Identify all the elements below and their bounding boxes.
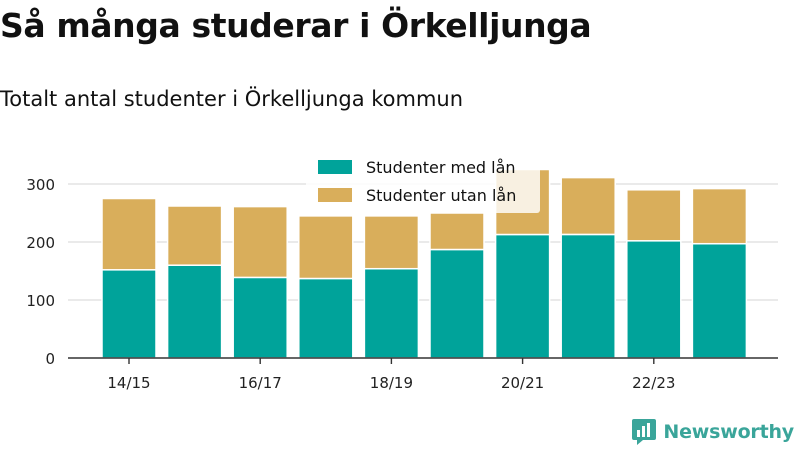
- x-tick-label: 16/17: [239, 374, 282, 392]
- bar-utan-lan: [101, 197, 157, 271]
- y-tick-label: 200: [26, 234, 55, 252]
- x-tick-label: 22/23: [632, 374, 675, 392]
- bar-med-lan: [166, 264, 223, 359]
- bar-utan-lan: [363, 215, 420, 270]
- x-tick-label: 18/19: [370, 374, 413, 392]
- legend-label: Studenter utan lån: [366, 186, 516, 205]
- y-tick-label: 0: [45, 350, 55, 368]
- brand-name: Newsworthy: [663, 421, 794, 443]
- x-tick-label: 20/21: [501, 374, 544, 392]
- y-tick-label: 300: [26, 176, 55, 194]
- legend-label: Studenter med lån: [366, 158, 516, 177]
- bar-med-lan: [494, 233, 551, 359]
- bar-utan-lan: [166, 205, 223, 266]
- bar-med-lan: [101, 269, 157, 359]
- bar-utan-lan: [298, 215, 354, 280]
- bar-med-lan: [429, 248, 485, 359]
- bar-utan-lan: [560, 176, 616, 236]
- bar-utan-lan: [691, 187, 748, 245]
- legend-box: [306, 151, 540, 213]
- bar-med-lan: [626, 240, 682, 359]
- bar-utan-lan: [429, 212, 485, 251]
- y-tick-label: 100: [26, 292, 55, 310]
- bar-med-lan: [560, 233, 616, 359]
- bar-utan-lan: [232, 205, 288, 279]
- legend-swatch: [318, 188, 352, 202]
- legend-swatch: [318, 160, 352, 174]
- bar-med-lan: [363, 267, 420, 359]
- bar-utan-lan: [626, 189, 682, 242]
- bar-med-lan: [691, 242, 748, 359]
- bar-med-lan: [232, 276, 288, 359]
- chart-subtitle: Totalt antal studenter i Örkelljunga kom…: [0, 87, 464, 111]
- x-tick-label: 14/15: [107, 374, 150, 392]
- chart-title: Så många studerar i Örkelljunga: [0, 6, 592, 45]
- bar-med-lan: [298, 277, 354, 359]
- bar-chart-bubble-icon: [632, 419, 657, 445]
- newsworthy-logo: Newsworthy: [631, 418, 794, 446]
